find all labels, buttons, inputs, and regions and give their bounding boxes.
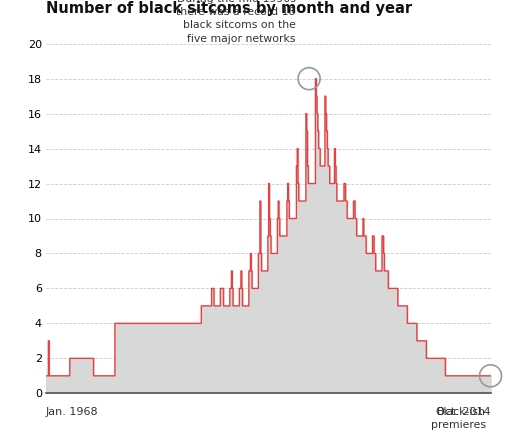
Text: Jan. 1968: Jan. 1968	[46, 407, 99, 417]
Text: Black-ish
premieres: Black-ish premieres	[431, 407, 486, 430]
Text: Number of black sitcoms by month and year: Number of black sitcoms by month and yea…	[46, 1, 412, 16]
Text: Oct. 2014: Oct. 2014	[436, 407, 491, 417]
Text: During the mid 1990s
there was a record 18
black sitcoms on the
five major netwo: During the mid 1990s there was a record …	[176, 0, 296, 44]
